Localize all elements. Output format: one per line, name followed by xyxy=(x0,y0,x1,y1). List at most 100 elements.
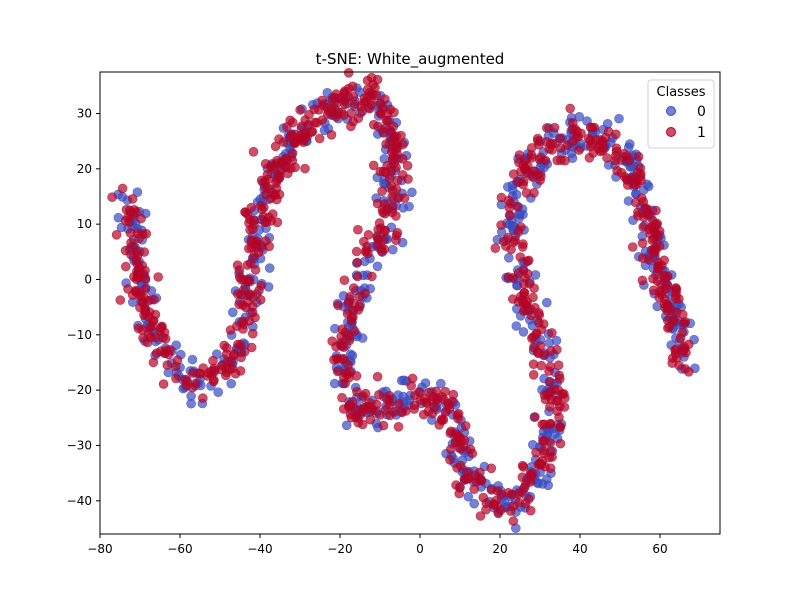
legend-marker-class-0 xyxy=(666,106,676,116)
point-class-1 xyxy=(332,109,343,119)
x-tick-label: 20 xyxy=(492,542,507,556)
point-class-1 xyxy=(520,479,531,489)
point-class-1 xyxy=(367,271,377,282)
point-class-1 xyxy=(518,462,529,472)
point-class-1 xyxy=(157,321,167,332)
point-class-1 xyxy=(221,349,232,360)
point-class-1 xyxy=(584,153,595,163)
point-class-1 xyxy=(372,232,383,243)
point-class-1 xyxy=(348,283,359,293)
point-class-0 xyxy=(396,375,407,386)
point-class-1 xyxy=(513,296,524,307)
point-class-1 xyxy=(140,284,151,294)
point-class-1 xyxy=(555,143,566,153)
point-class-0 xyxy=(228,307,238,318)
point-class-1 xyxy=(198,393,208,403)
point-class-1 xyxy=(131,255,142,266)
plot-frame xyxy=(99,71,721,535)
point-class-0 xyxy=(602,119,613,129)
point-class-1 xyxy=(256,175,267,186)
point-class-1 xyxy=(345,367,355,378)
point-class-1 xyxy=(375,109,386,119)
point-class-1 xyxy=(296,121,307,131)
point-class-1 xyxy=(528,369,539,380)
y-tick-label: −30 xyxy=(67,438,92,452)
point-class-1 xyxy=(397,407,407,418)
point-class-1 xyxy=(475,511,486,521)
point-class-1 xyxy=(180,374,190,385)
point-class-0 xyxy=(574,112,585,122)
legend: Classes 0 1 xyxy=(647,79,715,149)
point-class-1 xyxy=(347,81,358,92)
point-class-0 xyxy=(469,498,480,509)
point-class-1 xyxy=(139,247,150,257)
point-class-1 xyxy=(170,361,181,372)
point-class-1 xyxy=(362,241,372,252)
point-class-1 xyxy=(611,146,622,157)
point-class-1 xyxy=(244,276,255,287)
point-class-1 xyxy=(271,194,282,205)
point-class-1 xyxy=(670,345,680,355)
point-class-1 xyxy=(194,368,204,379)
point-class-1 xyxy=(337,324,348,335)
point-class-1 xyxy=(346,316,357,326)
y-tick-label: 10 xyxy=(77,217,92,231)
point-class-1 xyxy=(671,290,681,301)
point-class-1 xyxy=(151,348,162,359)
point-class-0 xyxy=(407,187,417,198)
point-class-1 xyxy=(393,193,404,203)
legend-title: Classes xyxy=(657,85,706,100)
y-tick-label: −20 xyxy=(67,383,92,397)
x-tick-label: 0 xyxy=(416,542,424,556)
point-class-1 xyxy=(368,119,379,130)
point-class-1 xyxy=(352,257,363,268)
point-class-1 xyxy=(554,370,565,381)
point-class-1 xyxy=(545,419,555,430)
point-class-1 xyxy=(148,357,159,368)
y-tick-label: −10 xyxy=(67,328,92,342)
point-class-1 xyxy=(121,261,131,272)
point-class-1 xyxy=(385,104,396,115)
point-class-1 xyxy=(530,412,540,422)
point-class-1 xyxy=(126,208,136,218)
point-class-1 xyxy=(438,414,449,425)
point-class-1 xyxy=(531,447,541,458)
point-class-1 xyxy=(225,325,236,335)
point-class-1 xyxy=(136,213,146,224)
point-class-1 xyxy=(559,402,570,412)
point-class-1 xyxy=(302,131,312,142)
point-class-1 xyxy=(333,300,343,311)
point-class-0 xyxy=(614,113,624,124)
point-class-1 xyxy=(492,486,503,496)
point-class-1 xyxy=(647,235,658,245)
point-class-1 xyxy=(527,333,537,344)
point-class-1 xyxy=(648,273,658,284)
point-class-1 xyxy=(514,157,524,168)
point-class-1 xyxy=(574,145,584,155)
point-class-0 xyxy=(511,189,522,200)
point-class-1 xyxy=(346,412,357,423)
point-class-1 xyxy=(496,220,506,230)
point-class-1 xyxy=(133,323,144,334)
point-class-1 xyxy=(547,328,557,338)
point-class-1 xyxy=(555,422,566,432)
point-class-1 xyxy=(278,137,289,147)
point-class-1 xyxy=(659,270,670,281)
points-layer xyxy=(107,68,700,534)
point-class-1 xyxy=(444,404,455,414)
point-class-1 xyxy=(376,243,387,253)
point-class-1 xyxy=(510,235,520,246)
point-class-1 xyxy=(343,68,354,78)
point-class-1 xyxy=(358,391,368,401)
point-class-1 xyxy=(513,227,524,237)
point-class-1 xyxy=(248,328,258,339)
point-class-1 xyxy=(377,186,387,196)
point-class-1 xyxy=(654,241,665,251)
point-class-1 xyxy=(622,151,632,161)
point-class-1 xyxy=(128,241,139,252)
point-class-1 xyxy=(544,452,555,463)
point-class-0 xyxy=(226,378,236,389)
point-class-1 xyxy=(226,356,236,367)
point-class-1 xyxy=(679,318,689,328)
